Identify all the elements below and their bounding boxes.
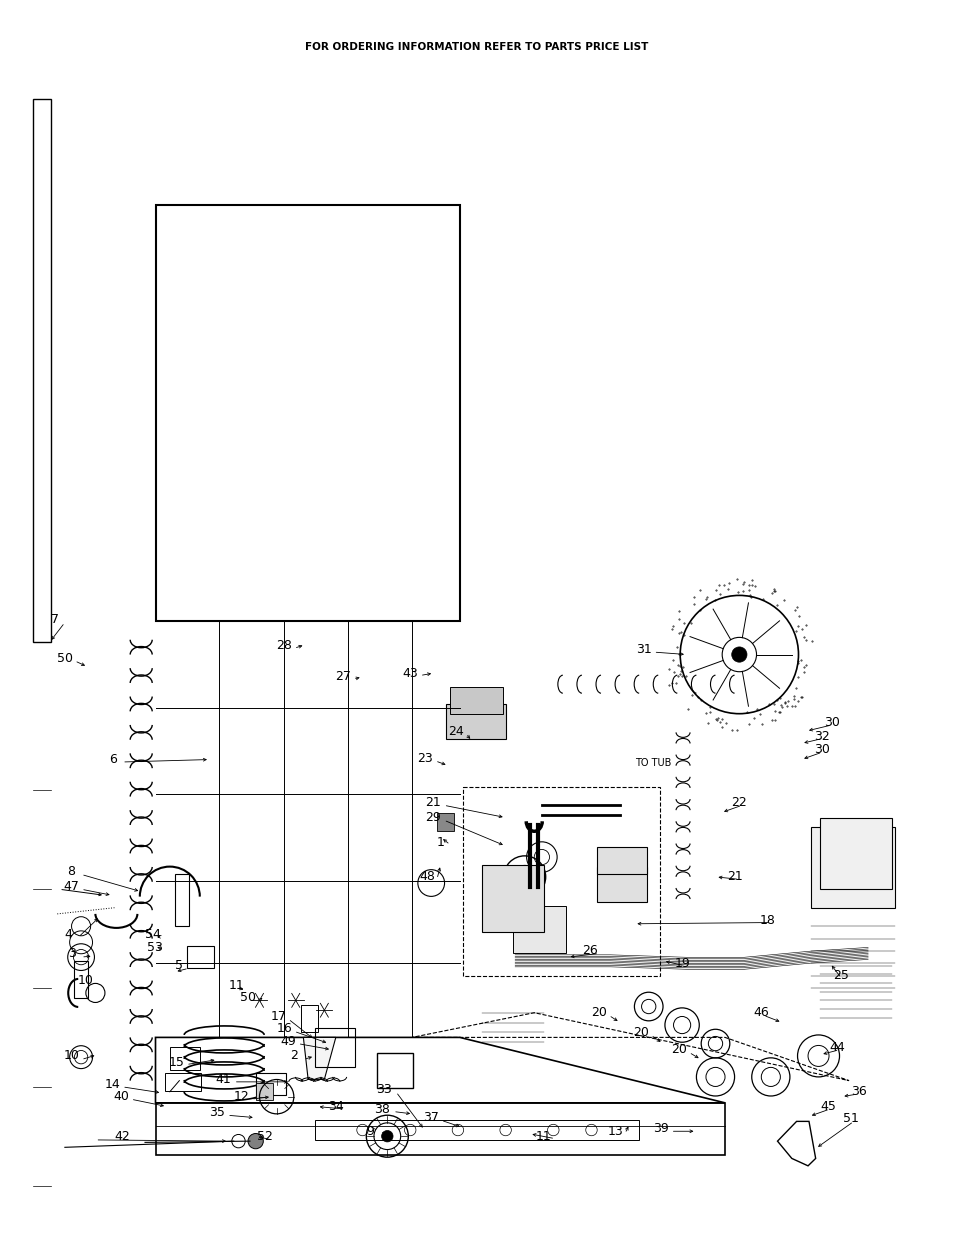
Text: 34: 34 xyxy=(328,1100,343,1113)
Bar xyxy=(314,1028,355,1067)
Text: 53: 53 xyxy=(147,941,162,953)
Text: 2: 2 xyxy=(290,1050,297,1062)
Bar xyxy=(74,961,88,998)
Bar xyxy=(481,864,543,932)
Text: 48: 48 xyxy=(419,871,435,883)
Text: 44: 44 xyxy=(829,1041,844,1053)
Text: 50: 50 xyxy=(240,992,255,1004)
Bar xyxy=(446,704,505,739)
Text: 7: 7 xyxy=(51,614,59,626)
Text: 47: 47 xyxy=(64,881,79,893)
Bar xyxy=(174,874,189,926)
Bar xyxy=(597,847,646,874)
Bar xyxy=(436,813,454,831)
Bar xyxy=(376,1053,413,1088)
Text: 13: 13 xyxy=(607,1125,622,1137)
Text: 45: 45 xyxy=(820,1100,835,1113)
Text: 22: 22 xyxy=(731,797,746,809)
Text: 20: 20 xyxy=(591,1007,606,1019)
Text: 30: 30 xyxy=(823,716,839,729)
Text: 20: 20 xyxy=(671,1044,686,1056)
Text: 28: 28 xyxy=(276,640,292,652)
Text: 39: 39 xyxy=(653,1123,668,1135)
Bar xyxy=(513,906,565,953)
Text: 49: 49 xyxy=(280,1035,295,1047)
Text: 30: 30 xyxy=(814,743,829,756)
Circle shape xyxy=(248,1134,263,1149)
Text: 43: 43 xyxy=(402,667,417,679)
Text: 31: 31 xyxy=(636,643,651,656)
Bar xyxy=(33,99,51,642)
Text: 20: 20 xyxy=(633,1026,648,1039)
Text: TO TUB: TO TUB xyxy=(635,758,671,768)
Text: 27: 27 xyxy=(335,671,351,683)
Text: 54: 54 xyxy=(145,929,160,941)
Text: 26: 26 xyxy=(581,945,597,957)
Text: 9: 9 xyxy=(366,1125,374,1137)
Text: 37: 37 xyxy=(423,1112,438,1124)
Text: 4: 4 xyxy=(65,929,72,941)
Bar xyxy=(450,687,502,714)
Bar xyxy=(820,818,891,889)
Text: 38: 38 xyxy=(374,1103,389,1115)
Text: 24: 24 xyxy=(448,725,463,737)
Text: 12: 12 xyxy=(233,1091,249,1103)
Text: 25: 25 xyxy=(833,969,848,982)
Text: 21: 21 xyxy=(726,871,741,883)
Text: 23: 23 xyxy=(416,752,432,764)
Text: 32: 32 xyxy=(814,730,829,742)
Text: 15: 15 xyxy=(169,1056,184,1068)
Text: 11: 11 xyxy=(229,979,244,992)
Text: 1: 1 xyxy=(436,836,444,848)
Text: 19: 19 xyxy=(674,957,689,969)
Text: 10: 10 xyxy=(64,1050,79,1062)
Text: FOR ORDERING INFORMATION REFER TO PARTS PRICE LIST: FOR ORDERING INFORMATION REFER TO PARTS … xyxy=(305,42,648,52)
Text: 16: 16 xyxy=(276,1023,292,1035)
Text: 35: 35 xyxy=(210,1107,225,1119)
Bar xyxy=(170,1047,200,1070)
Circle shape xyxy=(74,1051,88,1063)
Text: 10: 10 xyxy=(78,974,93,987)
Bar xyxy=(597,867,646,902)
Text: 40: 40 xyxy=(113,1091,129,1103)
Bar xyxy=(255,1073,286,1095)
Bar xyxy=(155,205,459,621)
Text: 51: 51 xyxy=(842,1113,858,1125)
Text: 52: 52 xyxy=(257,1130,273,1142)
Text: 11: 11 xyxy=(536,1130,551,1142)
Text: 46: 46 xyxy=(753,1007,768,1019)
Text: 8: 8 xyxy=(68,866,75,878)
Circle shape xyxy=(731,647,746,662)
Bar xyxy=(255,1083,273,1100)
Text: 41: 41 xyxy=(215,1073,231,1086)
Text: 18: 18 xyxy=(760,914,775,926)
Text: 36: 36 xyxy=(850,1086,865,1098)
Polygon shape xyxy=(303,1037,335,1079)
Text: 33: 33 xyxy=(375,1083,391,1095)
Text: 17: 17 xyxy=(271,1010,286,1023)
Text: 6: 6 xyxy=(109,753,116,766)
Bar xyxy=(810,827,894,908)
Text: 42: 42 xyxy=(114,1130,130,1142)
Text: 5: 5 xyxy=(175,960,183,972)
Circle shape xyxy=(381,1130,393,1142)
Text: 50: 50 xyxy=(57,652,72,664)
Bar xyxy=(165,1073,201,1091)
Text: 3: 3 xyxy=(68,947,75,960)
Text: 21: 21 xyxy=(425,797,440,809)
Text: 29: 29 xyxy=(425,811,440,824)
Bar xyxy=(300,1005,317,1032)
Bar xyxy=(187,946,213,968)
Text: 14: 14 xyxy=(105,1078,120,1091)
